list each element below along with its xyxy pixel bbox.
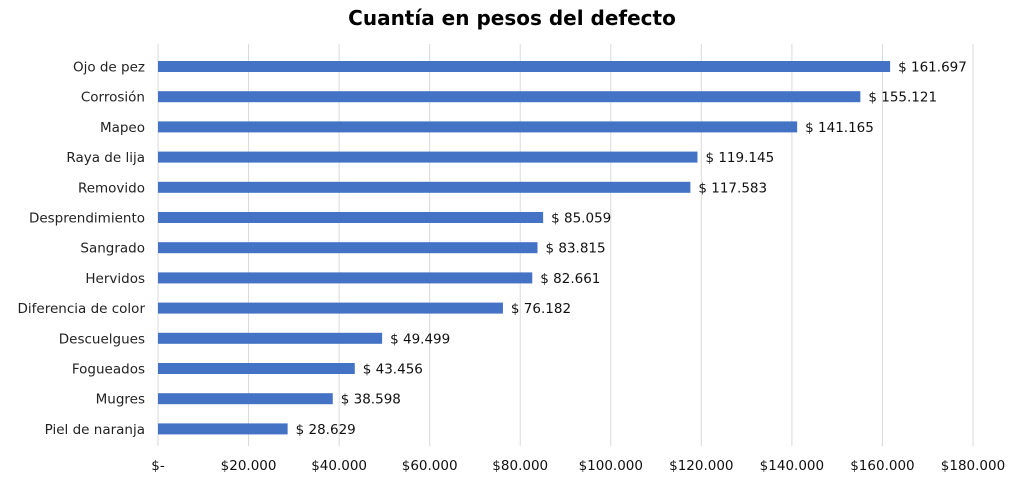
category-label: Fogueados xyxy=(72,362,145,378)
category-label: Corrosión xyxy=(81,90,145,106)
x-tick-label: $180.000 xyxy=(941,458,1005,474)
data-label: $ 83.815 xyxy=(545,241,605,257)
data-label: $ 117.583 xyxy=(698,180,767,196)
data-label: $ 85.059 xyxy=(551,211,611,227)
x-tick-label: $60.000 xyxy=(402,458,458,474)
category-label: Sangrado xyxy=(80,241,145,257)
category-label: Piel de naranja xyxy=(45,422,145,438)
data-label: $ 119.145 xyxy=(705,150,774,166)
bar xyxy=(158,272,533,284)
data-label: $ 76.182 xyxy=(511,301,571,317)
x-tick-label: $20.000 xyxy=(221,458,277,474)
bar xyxy=(158,242,538,254)
bar xyxy=(158,423,288,435)
data-label: $ 38.598 xyxy=(341,392,401,408)
data-label: $ 155.121 xyxy=(868,90,937,106)
bar xyxy=(158,61,891,72)
category-label: Desprendimiento xyxy=(29,211,145,227)
category-label: Ojo de pez xyxy=(73,60,145,76)
data-label: $ 161.697 xyxy=(898,60,967,76)
x-tick-label: $140.000 xyxy=(760,458,824,474)
data-label: $ 43.456 xyxy=(363,362,423,378)
x-tick-label: $40.000 xyxy=(311,458,367,474)
data-label: $ 49.499 xyxy=(390,331,450,347)
category-label: Removido xyxy=(78,180,145,196)
category-label: Mapeo xyxy=(100,120,145,136)
bar xyxy=(158,393,333,405)
bar xyxy=(158,121,798,133)
chart-title: Cuantía en pesos del defecto xyxy=(348,6,676,30)
bar xyxy=(158,302,503,314)
bar xyxy=(158,91,861,103)
data-label: $ 28.629 xyxy=(296,422,356,438)
x-tick-label: $160.000 xyxy=(850,458,914,474)
data-label: $ 82.661 xyxy=(540,271,600,287)
x-tick-label: $120.000 xyxy=(669,458,733,474)
bar xyxy=(158,212,544,223)
data-label: $ 141.165 xyxy=(805,120,874,136)
category-label: Raya de lija xyxy=(66,150,145,166)
category-label: Hervidos xyxy=(85,271,145,287)
category-label: Mugres xyxy=(96,392,145,408)
category-label: Diferencia de color xyxy=(18,301,146,317)
x-tick-label: $100.000 xyxy=(579,458,643,474)
bar xyxy=(158,363,355,374)
category-label: Descuelgues xyxy=(59,331,145,347)
x-tick-label: $- xyxy=(151,458,165,474)
bar xyxy=(158,332,383,344)
bar xyxy=(158,151,698,163)
bar xyxy=(158,181,691,193)
x-tick-label: $80.000 xyxy=(492,458,548,474)
